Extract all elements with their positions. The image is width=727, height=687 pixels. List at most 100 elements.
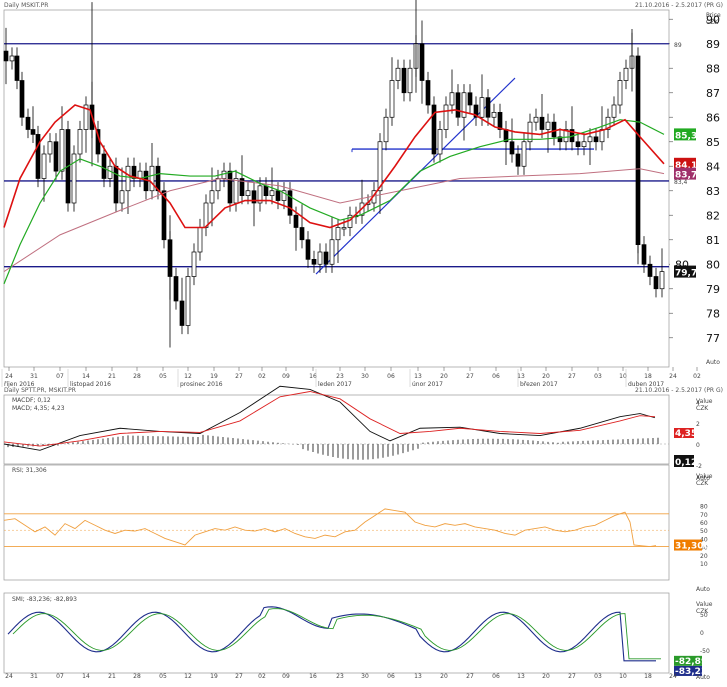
macd-hist-badge-bg bbox=[674, 455, 694, 467]
candle-up bbox=[9, 55, 15, 62]
candle-up bbox=[437, 129, 443, 155]
price-tick-label: 77 bbox=[706, 332, 720, 345]
resistance-89-line-label: 89 bbox=[674, 42, 682, 49]
candle-down bbox=[419, 43, 425, 81]
candle-up bbox=[197, 227, 203, 253]
candle-down bbox=[263, 185, 269, 197]
bottom-x-tick-label: 05 bbox=[159, 673, 167, 680]
candle-up bbox=[257, 185, 263, 204]
bottom-x-tick-label: 16 bbox=[309, 673, 317, 680]
candle-up bbox=[119, 190, 125, 204]
bottom-x-tick-label: 10 bbox=[619, 673, 627, 680]
candle-down bbox=[473, 104, 479, 118]
month-label: únor 2017 bbox=[412, 381, 443, 388]
macd-tick-label: 0 bbox=[696, 442, 700, 449]
bottom-x-tick-label: 21 bbox=[108, 673, 116, 680]
candle-up bbox=[479, 97, 485, 118]
bottom-x-tick-label: 31 bbox=[30, 673, 38, 680]
candle-up bbox=[563, 129, 569, 143]
x-tick-label: 07 bbox=[56, 373, 64, 380]
macd-tick-label: -2 bbox=[696, 463, 702, 470]
indicator-header-left: Daily SPTT.PR, MSKIT.PR bbox=[4, 387, 76, 394]
candle-up bbox=[491, 111, 497, 118]
bottom-x-tick-label: 27 bbox=[466, 673, 474, 680]
candle-up bbox=[185, 276, 191, 326]
candle-down bbox=[131, 165, 137, 179]
x-tick-label: 18 bbox=[644, 373, 652, 380]
candle-up bbox=[341, 227, 347, 230]
x-tick-label: 28 bbox=[133, 373, 141, 380]
bottom-x-tick-label: 13 bbox=[414, 673, 422, 680]
candle-down bbox=[653, 276, 659, 290]
month-label: březen 2017 bbox=[520, 381, 558, 388]
candle-down bbox=[101, 153, 107, 179]
x-tick-label: 16 bbox=[309, 373, 317, 380]
candle-down bbox=[485, 97, 491, 118]
candles-group bbox=[3, 0, 665, 348]
candle-up bbox=[221, 170, 227, 179]
badge-sma-short-bg bbox=[674, 157, 696, 170]
rsi-tick-label: 40 bbox=[700, 536, 708, 543]
price-tick-label: 90 bbox=[706, 13, 720, 26]
macd-hist-badge: 0,12 bbox=[675, 458, 697, 468]
x-tick-label: 02 bbox=[258, 373, 266, 380]
bottom-x-tick-label: 06 bbox=[492, 673, 500, 680]
candle-down bbox=[641, 244, 647, 265]
rsi-axis-unit: CZK bbox=[696, 480, 709, 487]
candle-down bbox=[551, 121, 557, 138]
candle-down bbox=[275, 190, 281, 201]
candle-down bbox=[35, 134, 41, 179]
month-label: duben 2017 bbox=[628, 381, 664, 388]
bottom-x-tick-label: 02 bbox=[258, 673, 266, 680]
x-tick-label: 27 bbox=[466, 373, 474, 380]
candle-down bbox=[557, 136, 563, 143]
price-tick-label: 84 bbox=[706, 160, 720, 173]
auto-button-rsi: Auto bbox=[696, 586, 710, 593]
sma-mid-line bbox=[3, 119, 665, 285]
x-tick-label: 13 bbox=[414, 373, 422, 380]
bottom-x-tick-label: 13 bbox=[517, 673, 525, 680]
candle-down bbox=[323, 251, 329, 265]
x-tick-label: 20 bbox=[440, 373, 448, 380]
candle-up bbox=[377, 141, 383, 192]
candle-up bbox=[281, 190, 287, 201]
candle-up bbox=[383, 116, 389, 143]
sma-long-line bbox=[3, 168, 665, 273]
badge-sma-long: 83,7 bbox=[675, 171, 697, 181]
x-tick-label: 24 bbox=[669, 373, 677, 380]
candle-up bbox=[443, 104, 449, 130]
candle-up bbox=[47, 141, 53, 155]
candle-down bbox=[251, 190, 257, 204]
bottom-x-tick-label: 23 bbox=[336, 673, 344, 680]
candle-up bbox=[395, 67, 401, 81]
candle-down bbox=[179, 300, 185, 326]
candle-up bbox=[83, 104, 89, 130]
bottom-x-tick-label: 27 bbox=[235, 673, 243, 680]
macd-axis-title: Value bbox=[696, 398, 713, 405]
candle-up bbox=[545, 121, 551, 130]
bottom-x-tick-label: 24 bbox=[5, 673, 13, 680]
smi-panel-frame bbox=[3, 592, 670, 674]
badge-close: 79,7 bbox=[675, 269, 697, 279]
bottom-x-tick-label: 30 bbox=[361, 673, 369, 680]
candle-up bbox=[191, 251, 197, 277]
candle-up bbox=[59, 129, 65, 172]
x-tick-label: 12 bbox=[184, 373, 192, 380]
bottom-x-tick-label: 06 bbox=[387, 673, 395, 680]
candle-up bbox=[389, 80, 395, 118]
smi-axis-unit: CZK bbox=[696, 608, 709, 615]
month-label: listopad 2016 bbox=[70, 381, 111, 388]
x-tick-label: 24 bbox=[5, 373, 13, 380]
x-tick-label: 27 bbox=[235, 373, 243, 380]
candle-down bbox=[467, 92, 473, 106]
rsi-tick-label: 30 bbox=[700, 545, 708, 552]
candle-down bbox=[425, 80, 431, 106]
price-tick-label: 89 bbox=[706, 38, 720, 51]
rsi-badge-bg bbox=[674, 539, 702, 551]
x-tick-label: 14 bbox=[82, 373, 90, 380]
candle-up bbox=[149, 165, 155, 192]
smi-badge-green: -82,893 bbox=[675, 657, 713, 667]
candle-up bbox=[125, 165, 131, 192]
bottom-x-tick-label: 28 bbox=[133, 673, 141, 680]
